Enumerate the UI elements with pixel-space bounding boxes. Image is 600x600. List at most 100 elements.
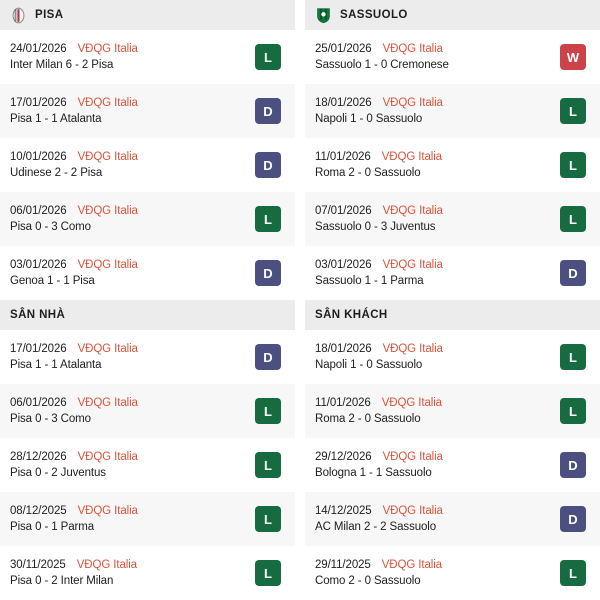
match-result-badge: L: [255, 452, 281, 478]
match-row-recent-5[interactable]: 03/01/2026 VĐQG Italia Sassuolo 1 - 1 Pa…: [305, 246, 600, 300]
match-fixture: Bologna 1 - 1 Sassuolo: [315, 467, 432, 479]
match-row-venue-2[interactable]: 06/01/2026 VĐQG Italia Pisa 0 - 3 Como L: [0, 384, 295, 438]
venue-label: SÂN KHÁCH: [315, 308, 388, 321]
match-competition: VĐQG Italia: [77, 505, 138, 517]
match-fixture: Pisa 0 - 1 Parma: [10, 521, 95, 533]
match-date: 18/01/2026: [315, 343, 372, 355]
match-fixture: Pisa 0 - 2 Juventus: [10, 467, 106, 479]
match-row-recent-1[interactable]: 25/01/2026 VĐQG Italia Sassuolo 1 - 0 Cr…: [305, 30, 600, 84]
match-details: 30/11/2025 VĐQG Italia Pisa 0 - 2 Inter …: [10, 559, 247, 587]
match-meta: 07/01/2026 VĐQG Italia: [315, 205, 552, 217]
match-result-badge: L: [255, 560, 281, 586]
match-competition: VĐQG Italia: [382, 259, 443, 271]
match-fixture: Pisa 1 - 1 Atalanta: [10, 359, 102, 371]
match-row-recent-2[interactable]: 18/01/2026 VĐQG Italia Napoli 1 - 0 Sass…: [305, 84, 600, 138]
match-result-badge: D: [560, 452, 586, 478]
match-details: 03/01/2026 VĐQG Italia Sassuolo 1 - 1 Pa…: [315, 259, 552, 287]
team-form-column-2: SASSUOLO 25/01/2026 VĐQG Italia Sassuolo…: [305, 0, 600, 600]
match-result-badge: L: [560, 560, 586, 586]
match-meta: 18/01/2026 VĐQG Italia: [315, 343, 552, 355]
match-row-venue-1[interactable]: 18/01/2026 VĐQG Italia Napoli 1 - 0 Sass…: [305, 330, 600, 384]
match-result-badge: W: [560, 44, 586, 70]
venue-label: SÂN NHÀ: [10, 308, 66, 321]
match-date: 08/12/2025: [10, 505, 67, 517]
match-date: 11/01/2026: [315, 397, 371, 409]
match-competition: VĐQG Italia: [381, 151, 442, 163]
match-row-recent-4[interactable]: 07/01/2026 VĐQG Italia Sassuolo 0 - 3 Ju…: [305, 192, 600, 246]
match-details: 06/01/2026 VĐQG Italia Pisa 0 - 3 Como: [10, 205, 247, 233]
match-row-recent-4[interactable]: 06/01/2026 VĐQG Italia Pisa 0 - 3 Como L: [0, 192, 295, 246]
match-date: 29/12/2026: [315, 451, 372, 463]
match-details: 17/01/2026 VĐQG Italia Pisa 1 - 1 Atalan…: [10, 97, 247, 125]
match-result-badge: D: [560, 506, 586, 532]
match-competition: VĐQG Italia: [77, 97, 138, 109]
match-fixture: Sassuolo 1 - 0 Cremonese: [315, 59, 449, 71]
match-fixture: Napoli 1 - 0 Sassuolo: [315, 359, 423, 371]
match-fixture: Sassuolo 1 - 1 Parma: [315, 275, 424, 287]
match-row-venue-3[interactable]: 28/12/2026 VĐQG Italia Pisa 0 - 2 Juvent…: [0, 438, 295, 492]
match-meta: 29/12/2026 VĐQG Italia: [315, 451, 552, 463]
match-date: 06/01/2026: [10, 397, 67, 409]
match-result-badge: L: [255, 398, 281, 424]
match-date: 17/01/2026: [10, 97, 67, 109]
match-competition: VĐQG Italia: [381, 397, 442, 409]
match-result-badge: L: [560, 152, 586, 178]
match-result-badge: D: [255, 260, 281, 286]
match-meta: 03/01/2026 VĐQG Italia: [10, 259, 247, 271]
match-date: 03/01/2026: [315, 259, 372, 271]
match-row-venue-2[interactable]: 11/01/2026 VĐQG Italia Roma 2 - 0 Sassuo…: [305, 384, 600, 438]
match-competition: VĐQG Italia: [77, 205, 138, 217]
match-row-venue-4[interactable]: 14/12/2025 VĐQG Italia AC Milan 2 - 2 Sa…: [305, 492, 600, 546]
match-details: 24/01/2026 VĐQG Italia Inter Milan 6 - 2…: [10, 43, 247, 71]
match-competition: VĐQG Italia: [381, 559, 442, 571]
sassuolo-crest-icon: [315, 7, 332, 24]
match-row-recent-1[interactable]: 24/01/2026 VĐQG Italia Inter Milan 6 - 2…: [0, 30, 295, 84]
match-competition: VĐQG Italia: [76, 559, 137, 571]
match-meta: 28/12/2026 VĐQG Italia: [10, 451, 247, 463]
match-result-badge: L: [560, 344, 586, 370]
match-date: 24/01/2026: [10, 43, 67, 55]
match-meta: 10/01/2026 VĐQG Italia: [10, 151, 247, 163]
pisa-crest-icon: [10, 7, 27, 24]
match-fixture: Pisa 0 - 3 Como: [10, 221, 91, 233]
match-competition: VĐQG Italia: [382, 97, 443, 109]
match-meta: 17/01/2026 VĐQG Italia: [10, 97, 247, 109]
match-competition: VĐQG Italia: [77, 151, 138, 163]
match-details: 29/11/2025 VĐQG Italia Como 2 - 0 Sassuo…: [315, 559, 552, 587]
match-competition: VĐQG Italia: [382, 505, 443, 517]
match-fixture: Roma 2 - 0 Sassuolo: [315, 167, 421, 179]
match-date: 06/01/2026: [10, 205, 67, 217]
match-fixture: AC Milan 2 - 2 Sassuolo: [315, 521, 437, 533]
match-fixture: Genoa 1 - 1 Pisa: [10, 275, 95, 287]
match-competition: VĐQG Italia: [77, 451, 138, 463]
match-meta: 18/01/2026 VĐQG Italia: [315, 97, 552, 109]
match-details: 10/01/2026 VĐQG Italia Udinese 2 - 2 Pis…: [10, 151, 247, 179]
match-row-venue-4[interactable]: 08/12/2025 VĐQG Italia Pisa 0 - 1 Parma …: [0, 492, 295, 546]
recent-matches-list: 25/01/2026 VĐQG Italia Sassuolo 1 - 0 Cr…: [305, 30, 600, 300]
match-fixture: Inter Milan 6 - 2 Pisa: [10, 59, 114, 71]
match-details: 18/01/2026 VĐQG Italia Napoli 1 - 0 Sass…: [315, 343, 552, 371]
match-competition: VĐQG Italia: [382, 451, 443, 463]
match-row-recent-3[interactable]: 10/01/2026 VĐQG Italia Udinese 2 - 2 Pis…: [0, 138, 295, 192]
match-row-recent-5[interactable]: 03/01/2026 VĐQG Italia Genoa 1 - 1 Pisa …: [0, 246, 295, 300]
match-fixture: Roma 2 - 0 Sassuolo: [315, 413, 421, 425]
match-date: 10/01/2026: [10, 151, 67, 163]
match-competition: VĐQG Italia: [77, 343, 138, 355]
match-row-venue-5[interactable]: 30/11/2025 VĐQG Italia Pisa 0 - 2 Inter …: [0, 546, 295, 600]
match-result-badge: L: [560, 98, 586, 124]
match-row-venue-3[interactable]: 29/12/2026 VĐQG Italia Bologna 1 - 1 Sas…: [305, 438, 600, 492]
match-row-recent-3[interactable]: 11/01/2026 VĐQG Italia Roma 2 - 0 Sassuo…: [305, 138, 600, 192]
match-meta: 06/01/2026 VĐQG Italia: [10, 397, 247, 409]
recent-matches-list: 24/01/2026 VĐQG Italia Inter Milan 6 - 2…: [0, 30, 295, 300]
match-row-venue-5[interactable]: 29/11/2025 VĐQG Italia Como 2 - 0 Sassuo…: [305, 546, 600, 600]
match-date: 14/12/2025: [315, 505, 372, 517]
match-fixture: Pisa 1 - 1 Atalanta: [10, 113, 102, 125]
match-date: 18/01/2026: [315, 97, 372, 109]
match-result-badge: D: [560, 260, 586, 286]
match-result-badge: D: [255, 152, 281, 178]
match-details: 28/12/2026 VĐQG Italia Pisa 0 - 2 Juvent…: [10, 451, 247, 479]
match-row-venue-1[interactable]: 17/01/2026 VĐQG Italia Pisa 1 - 1 Atalan…: [0, 330, 295, 384]
match-meta: 30/11/2025 VĐQG Italia: [10, 559, 247, 571]
match-row-recent-2[interactable]: 17/01/2026 VĐQG Italia Pisa 1 - 1 Atalan…: [0, 84, 295, 138]
